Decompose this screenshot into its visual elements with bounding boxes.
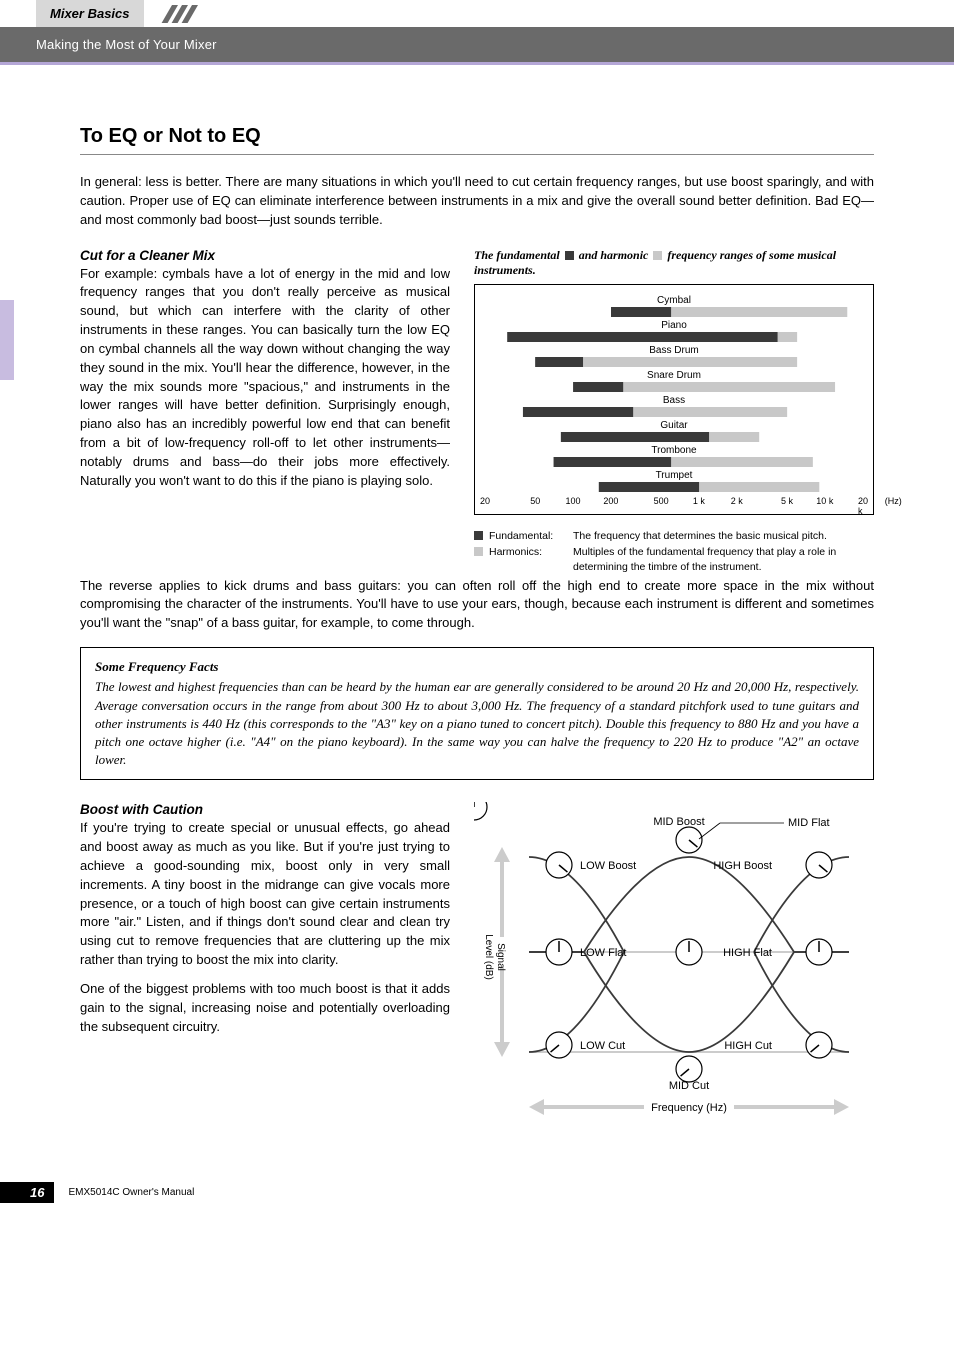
axis-tick: 2 k <box>731 496 743 506</box>
axis-tick: 100 <box>566 496 581 506</box>
axis-tick: 1 k <box>693 496 705 506</box>
page-number: 16 <box>0 1182 54 1203</box>
facts-body: The lowest and highest frequencies than … <box>95 678 859 769</box>
legend-fundamental-swatch <box>474 531 483 540</box>
cut-heading: Cut for a Cleaner Mix <box>80 248 450 263</box>
boost-paragraph-2: One of the biggest problems with too muc… <box>80 980 450 1037</box>
legend-harmonics-swatch <box>474 547 483 556</box>
svg-text:HIGH Cut: HIGH Cut <box>724 1040 772 1052</box>
svg-text:MID Boost: MID Boost <box>653 816 704 828</box>
axis-tick: 5 k <box>781 496 793 506</box>
frequency-range-chart: Cymbal Piano Bass Drum Snare Drum Bass G… <box>474 284 874 515</box>
instrument-label: Trumpet <box>485 470 863 481</box>
chapter-tab-label: Mixer Basics <box>50 6 130 21</box>
legend-fundamental-text: The frequency that determines the basic … <box>573 529 827 544</box>
instrument-label: Snare Drum <box>485 370 863 381</box>
instrument-row: Snare Drum <box>485 370 863 392</box>
svg-text:HIGH Flat: HIGH Flat <box>723 947 772 959</box>
fundamental-swatch <box>565 251 574 260</box>
lead-paragraph: In general: less is better. There are ma… <box>80 173 874 230</box>
instrument-label: Piano <box>485 320 863 331</box>
legend-harmonics-label: Harmonics: <box>489 545 567 560</box>
legend-harmonics-text: Multiples of the fundamental frequency t… <box>573 545 874 574</box>
svg-text:LOW Cut: LOW Cut <box>580 1040 625 1052</box>
instrument-label: Cymbal <box>485 295 863 306</box>
instrument-bar <box>485 307 863 317</box>
freq-chart-caption: The fundamental and harmonic frequency r… <box>474 248 874 278</box>
cut-paragraph-2: The reverse applies to kick drums and ba… <box>80 577 874 634</box>
slash-decoration <box>154 5 204 23</box>
legend-fundamental-label: Fundamental: <box>489 529 567 544</box>
svg-text:HIGH Boost: HIGH Boost <box>713 860 772 872</box>
axis-tick: 20 k <box>858 496 868 516</box>
axis-tick: (Hz) <box>885 496 902 506</box>
instrument-row: Trumpet <box>485 470 863 492</box>
svg-text:MID Cut: MID Cut <box>669 1080 709 1092</box>
instrument-row: Bass <box>485 395 863 417</box>
instrument-bar <box>485 432 863 442</box>
instrument-bar <box>485 457 863 467</box>
instrument-bar <box>485 332 863 342</box>
section-subtitle-bar: Making the Most of Your Mixer <box>0 27 954 65</box>
svg-text:Signal: Signal <box>495 943 506 971</box>
instrument-bar <box>485 357 863 367</box>
instrument-label: Bass Drum <box>485 345 863 356</box>
instrument-row: Piano <box>485 320 863 342</box>
boost-paragraph-1: If you're trying to create special or un… <box>80 819 450 970</box>
axis-tick: 500 <box>654 496 669 506</box>
svg-text:LOW Boost: LOW Boost <box>580 860 636 872</box>
chapter-tab: Mixer Basics <box>36 0 144 27</box>
axis-tick: 50 <box>530 496 540 506</box>
eq-curves-diagram: Signal Level (dB) Frequency (Hz) <box>474 802 874 1142</box>
caption-mid: and harmonic <box>579 248 649 262</box>
facts-title: Some Frequency Facts <box>95 658 859 676</box>
boost-heading: Boost with Caution <box>80 802 450 817</box>
cut-paragraph-1: For example: cymbals have a lot of energ… <box>80 265 450 491</box>
page-title: To EQ or Not to EQ <box>80 125 874 155</box>
svg-text:MID Flat: MID Flat <box>788 817 830 829</box>
instrument-label: Bass <box>485 395 863 406</box>
instrument-label: Guitar <box>485 420 863 431</box>
instrument-bar <box>485 482 863 492</box>
caption-pre: The fundamental <box>474 248 560 262</box>
axis-tick: 10 k <box>816 496 833 506</box>
frequency-facts-box: Some Frequency Facts The lowest and high… <box>80 647 874 780</box>
svg-text:Level (dB): Level (dB) <box>483 934 494 980</box>
instrument-row: Bass Drum <box>485 345 863 367</box>
footer-manual-name: EMX5014C Owner's Manual <box>68 1187 194 1198</box>
axis-tick: 200 <box>603 496 618 506</box>
side-accent <box>0 300 14 380</box>
instrument-label: Trombone <box>485 445 863 456</box>
harmonic-swatch <box>653 251 662 260</box>
instrument-row: Trombone <box>485 445 863 467</box>
instrument-bar <box>485 382 863 392</box>
section-subtitle: Making the Most of Your Mixer <box>36 37 217 52</box>
axis-tick: 20 <box>480 496 490 506</box>
instrument-row: Guitar <box>485 420 863 442</box>
svg-text:Frequency (Hz): Frequency (Hz) <box>651 1102 727 1114</box>
chart-legend: Fundamental: The frequency that determin… <box>474 529 874 575</box>
instrument-bar <box>485 407 863 417</box>
svg-text:LOW Flat: LOW Flat <box>580 947 626 959</box>
page-footer: 16 EMX5014C Owner's Manual <box>80 1182 874 1203</box>
instrument-row: Cymbal <box>485 295 863 317</box>
